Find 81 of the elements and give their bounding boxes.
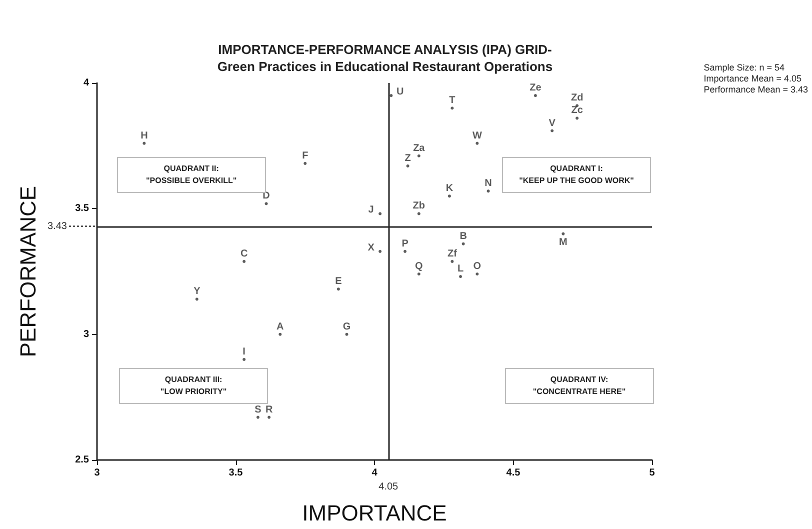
point <box>242 358 246 361</box>
text: Sample Size: n = 54 Importance Mean = 4.05 Performance Mean = 3.43 <box>704 62 808 94</box>
point <box>576 116 579 120</box>
data-label: Q <box>415 261 424 272</box>
quadrant-box: QUADRANT III: "LOW PRIORITY" <box>119 368 268 404</box>
point <box>378 212 382 216</box>
point <box>448 194 451 198</box>
y-tick-label: 3 <box>83 328 90 340</box>
y-tick-label: 3.5 <box>75 203 90 214</box>
data-label: R <box>265 404 274 416</box>
point <box>562 232 565 236</box>
x-tick-label: 3 <box>94 468 100 478</box>
point <box>268 416 271 419</box>
quadrant-box: QUADRANT I: "KEEP UP THE GOOD WORK" <box>502 156 651 193</box>
point <box>417 272 420 276</box>
ref-line-label: 4.05 <box>378 482 399 492</box>
data-label: E <box>335 276 342 288</box>
point <box>486 190 490 193</box>
point <box>278 332 282 336</box>
x-tick-label: 4 <box>372 468 378 478</box>
data-label: Zf <box>447 248 458 260</box>
data-label: F <box>302 150 308 162</box>
x-tick-label: 3.5 <box>228 468 244 478</box>
point <box>450 106 454 110</box>
point <box>406 164 410 168</box>
data-label: W <box>472 130 482 142</box>
y-tick-label: 2.5 <box>75 454 90 466</box>
point <box>264 202 268 206</box>
data-label: H <box>140 130 148 142</box>
data-label: Y <box>194 286 201 298</box>
data-label: P <box>402 238 409 250</box>
data-label: S <box>254 404 262 416</box>
data-label: Zd <box>570 92 584 104</box>
y-axis-title: PERFORMANCE <box>16 186 40 358</box>
data-label: M <box>559 236 568 248</box>
data-label: N <box>484 178 492 190</box>
quadrant-box: QUADRANT IV: "CONCENTRATE HERE" <box>504 368 654 404</box>
point <box>462 242 465 246</box>
point <box>459 275 462 278</box>
point <box>404 250 407 253</box>
data-label: V <box>548 118 556 129</box>
point <box>450 260 454 263</box>
data-label: C <box>240 248 248 260</box>
data-label: A <box>276 321 284 332</box>
point <box>390 94 393 98</box>
data-label: T <box>449 95 456 106</box>
x-axis-title: IMPORTANCE <box>302 500 447 526</box>
data-label: X <box>368 242 375 254</box>
point <box>304 162 307 165</box>
data-label: L <box>457 264 464 275</box>
point <box>534 94 537 98</box>
data-label: B <box>460 230 467 242</box>
data-label: Za <box>413 142 426 154</box>
point <box>417 154 420 158</box>
chart-subtitle: Green Practices in Educational Restaurant Operations <box>217 59 553 74</box>
ref-line-label: 3.43 <box>48 220 68 232</box>
point <box>476 272 479 276</box>
data-label: K <box>446 183 454 194</box>
data-label: Zb <box>412 200 426 212</box>
x-tick-label: 4.5 <box>506 468 521 478</box>
point <box>195 298 198 301</box>
x-tick-label: 5 <box>649 468 656 478</box>
point <box>476 142 479 145</box>
data-label: Ze <box>530 82 542 94</box>
data-label: I <box>242 346 246 358</box>
data-label: G <box>342 321 351 332</box>
data-label: Z <box>404 152 411 164</box>
point <box>378 250 382 253</box>
point <box>256 416 260 419</box>
point <box>550 129 554 132</box>
data-label: O <box>473 261 482 272</box>
point <box>417 212 420 216</box>
point <box>336 288 340 291</box>
data-label: U <box>396 86 404 98</box>
data-label: Zc <box>571 105 584 116</box>
data-label: J <box>368 204 374 216</box>
point <box>242 260 246 263</box>
point <box>142 142 146 145</box>
quadrant-box: QUADRANT II: "POSSIBLE OVERKILL" <box>116 156 266 193</box>
chart-title: IMPORTANCE-PERFORMANCE ANALYSIS (IPA) GRID- <box>218 42 552 57</box>
y-tick-label: 4 <box>83 78 90 88</box>
